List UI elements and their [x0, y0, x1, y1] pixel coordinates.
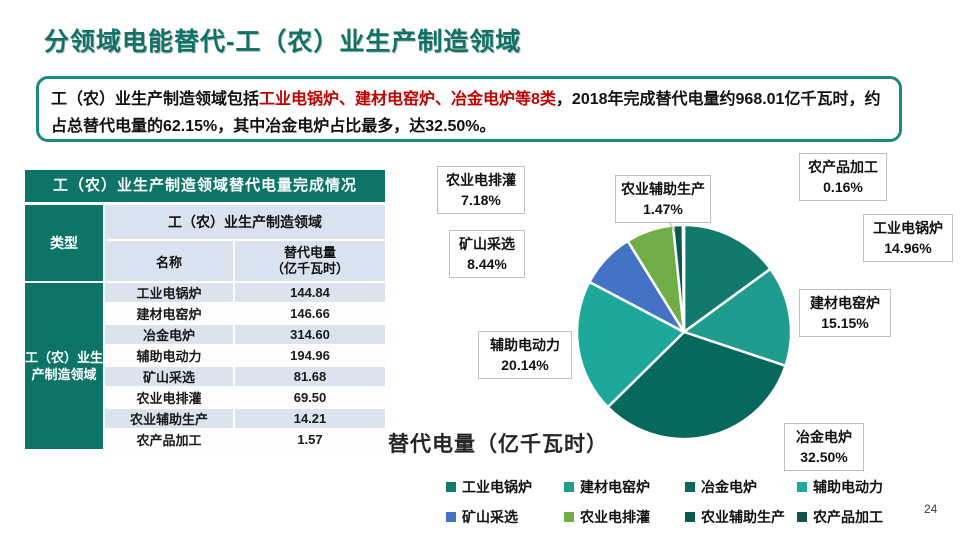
table-cell-value: 1.57: [235, 430, 385, 449]
table-header-value: 替代电量 （亿千瓦时）: [235, 241, 385, 281]
chart-title: 替代电量（亿千瓦时）: [388, 433, 608, 456]
pie-label-metallurgical-furnace: 冶金电炉 32.50%: [784, 423, 864, 471]
table-cell-value: 81.68: [235, 367, 385, 386]
table-cell-value: 314.60: [235, 325, 385, 344]
summary-text-suffix: ，2018年完成替代电量约968.01亿千瓦时，约占总替代电量的62.15%，其…: [51, 91, 881, 135]
table-cell-value: 146.66: [235, 304, 385, 323]
table-cell-value: 14.21: [235, 409, 385, 428]
page-number: 24: [924, 502, 938, 516]
pie-slice: [606, 330, 787, 441]
pie-label-industrial-electric-boiler: 工业电锅炉 14.96%: [863, 214, 953, 262]
table-cell-name: 农业辅助生产: [105, 409, 233, 428]
legend-swatch: [797, 512, 807, 522]
page-title: 分领域电能替代-工（农）业生产制造领域: [44, 28, 522, 56]
legend-item: 冶金电炉: [685, 477, 797, 497]
table-header-value-line2: （亿千瓦时）: [270, 261, 349, 276]
pie-slice: [575, 280, 686, 409]
table-row-group-label: 工（农）业生 产制造领域: [25, 283, 103, 449]
table-header-name: 名称: [105, 241, 233, 281]
pie-label-building-material-kiln: 建材电窑炉 15.15%: [799, 289, 891, 337]
pie-slice: [681, 223, 686, 334]
chart-legend: 工业电锅炉 建材电窑炉 冶金电炉 辅助电动力 矿山采选 农业电排灌 农业辅助生产…: [446, 477, 932, 527]
summary-text-prefix: 工（农）业生产制造领域包括: [51, 91, 260, 108]
legend-item: 矿山采选: [446, 507, 564, 527]
summary-box: 工（农）业生产制造领域包括工业电锅炉、建材电窑炉、冶金电炉等8类，2018年完成…: [36, 76, 902, 142]
table-cell-name: 矿山采选: [105, 367, 233, 386]
legend-swatch: [564, 512, 574, 522]
legend-swatch: [446, 512, 456, 522]
pie-label-mining: 矿山采选 8.44%: [449, 230, 525, 278]
table-grid: 类型 工（农）业生产制造领域 名称 替代电量 （亿千瓦时） 工（农）业生 产制造…: [25, 205, 385, 449]
table-cell-value: 194.96: [235, 346, 385, 365]
table-header-group: 工（农）业生产制造领域: [105, 205, 385, 239]
pie-label-auxiliary-electric-power: 辅助电动力 20.14%: [478, 331, 572, 379]
legend-swatch: [797, 482, 807, 492]
pie-label-agricultural-irrigation: 农业电排灌 7.18%: [437, 166, 525, 214]
legend-swatch: [685, 512, 695, 522]
legend-item: 工业电锅炉: [446, 477, 564, 497]
table-cell-name: 农业电排灌: [105, 388, 233, 407]
table-cell-value: 144.84: [235, 283, 385, 302]
pie-chart: [575, 219, 793, 441]
legend-item: 农业辅助生产: [685, 507, 797, 527]
table-title: 工（农）业生产制造领域替代电量完成情况: [25, 170, 385, 202]
table-cell-name: 冶金电炉: [105, 325, 233, 344]
summary-text-highlight: 工业电锅炉、建材电窑炉、冶金电炉等8类: [259, 91, 556, 108]
pie-label-agricultural-products-processing: 农产品加工 0.16%: [799, 153, 887, 201]
legend-swatch: [446, 482, 456, 492]
substitution-table: 工（农）业生产制造领域替代电量完成情况 类型 工（农）业生产制造领域 名称 替代…: [25, 170, 385, 449]
table-cell-name: 辅助电动力: [105, 346, 233, 365]
pie-slice: [682, 267, 793, 368]
legend-item: 农业电排灌: [564, 507, 685, 527]
table-cell-name: 建材电窑炉: [105, 304, 233, 323]
legend-swatch: [685, 482, 695, 492]
table-header-value-line1: 替代电量: [283, 245, 336, 260]
pie-label-agricultural-auxiliary-production: 农业辅助生产 1.47%: [615, 175, 711, 223]
pie-slice: [682, 223, 772, 334]
table-header-type: 类型: [25, 205, 103, 281]
table-cell-value: 69.50: [235, 388, 385, 407]
legend-swatch: [564, 482, 574, 492]
legend-item: 辅助电动力: [797, 477, 932, 497]
legend-item: 农产品加工: [797, 507, 932, 527]
table-cell-name: 农产品加工: [105, 430, 233, 449]
legend-item: 建材电窑炉: [564, 477, 685, 497]
table-cell-name: 工业电锅炉: [105, 283, 233, 302]
